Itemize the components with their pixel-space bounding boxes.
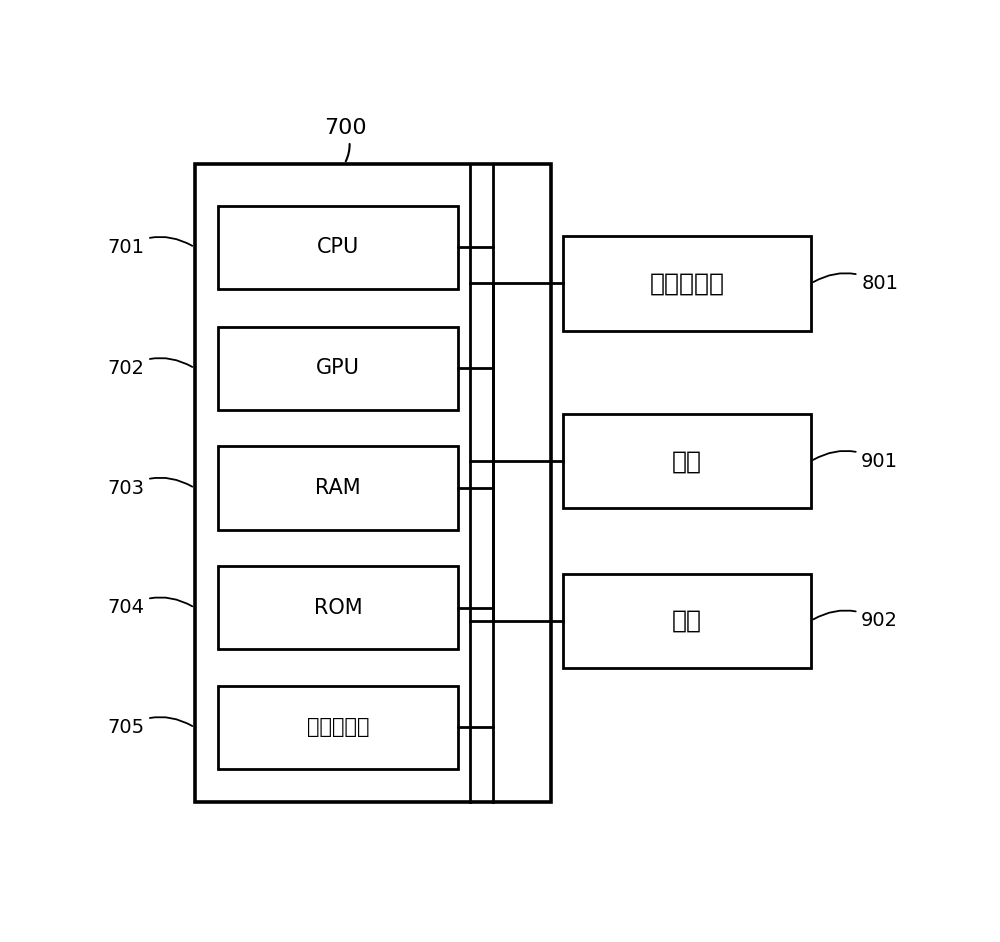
Text: 704: 704: [107, 597, 192, 617]
Text: 902: 902: [813, 610, 898, 630]
Text: 鼠标: 鼠标: [672, 449, 702, 473]
Bar: [218, 327, 458, 410]
Bar: [218, 447, 458, 529]
Text: 701: 701: [107, 236, 192, 257]
Text: 801: 801: [813, 273, 898, 293]
Text: ROM: ROM: [314, 598, 362, 618]
Text: 705: 705: [107, 717, 192, 737]
Text: 液晶显示器: 液晶显示器: [649, 271, 724, 296]
Bar: [195, 164, 551, 803]
Text: 703: 703: [107, 478, 192, 497]
Text: GPU: GPU: [316, 358, 360, 379]
Bar: [218, 205, 458, 289]
Text: CPU: CPU: [317, 237, 359, 257]
Text: 外部存储器: 外部存储器: [307, 718, 369, 738]
Bar: [218, 566, 458, 649]
Text: 700: 700: [325, 119, 367, 161]
Text: RAM: RAM: [315, 478, 361, 498]
Bar: [563, 574, 811, 668]
Bar: [218, 686, 458, 769]
Text: 702: 702: [107, 358, 192, 378]
Text: 键盘: 键盘: [672, 609, 702, 633]
Bar: [563, 414, 811, 509]
Bar: [563, 236, 811, 331]
Text: 901: 901: [813, 451, 898, 471]
